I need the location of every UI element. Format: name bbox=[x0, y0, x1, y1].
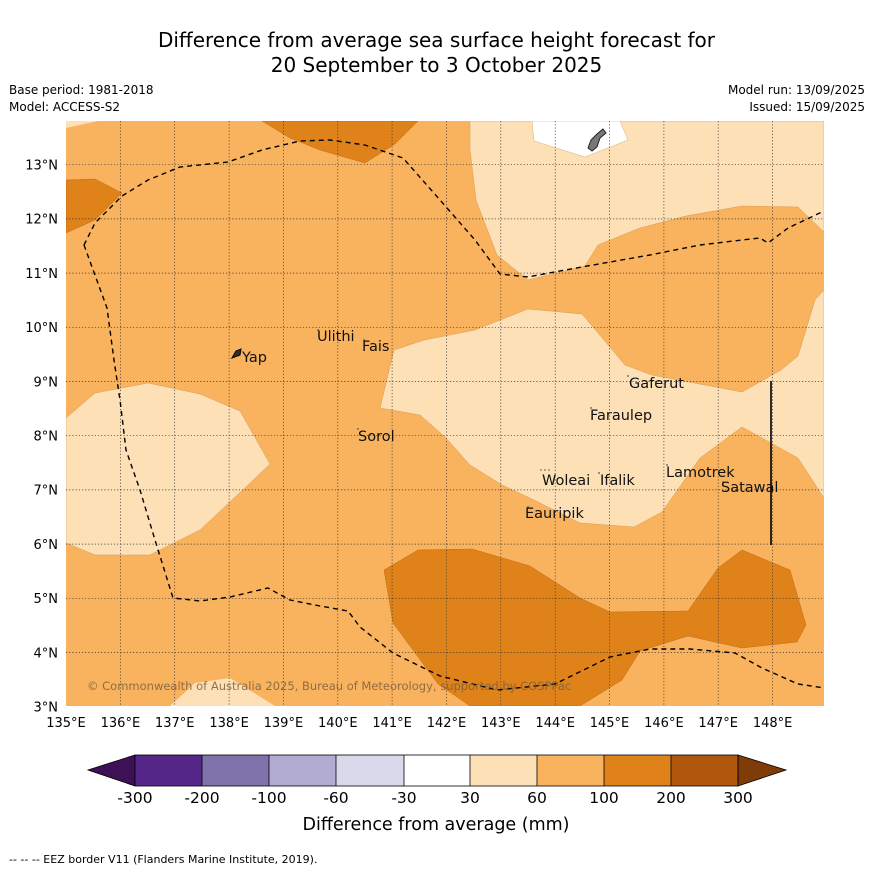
lon-labels: 135°E 136°E 137°E 138°E 139°E 140°E 141°… bbox=[46, 716, 792, 731]
lat-label: 6°N bbox=[34, 538, 59, 553]
colorbar-tick: 100 bbox=[589, 789, 619, 807]
lat-label: 7°N bbox=[34, 484, 59, 499]
atoll-markers bbox=[317, 329, 724, 508]
lon-label: 139°E bbox=[264, 716, 304, 731]
guam-island bbox=[587, 128, 607, 152]
lon-label: 145°E bbox=[590, 716, 630, 731]
lon-label: 135°E bbox=[46, 716, 86, 731]
base-period-text: Base period: 1981-2018 bbox=[9, 83, 154, 97]
lon-label: 137°E bbox=[155, 716, 195, 731]
colorbar-extend-high bbox=[737, 754, 788, 787]
eez-border-south bbox=[83, 244, 824, 691]
label-ifalik: Ifalik bbox=[600, 473, 635, 489]
model-text: Model: ACCESS-S2 bbox=[9, 100, 121, 114]
colorbar-tick: -100 bbox=[251, 789, 286, 807]
label-faraulep: Faraulep bbox=[590, 408, 652, 424]
colorbar-tick: 200 bbox=[656, 789, 686, 807]
colorbar-segment bbox=[404, 755, 470, 786]
lon-label: 146°E bbox=[644, 716, 684, 731]
lat-label: 10°N bbox=[25, 321, 58, 336]
colorbar-tick: -200 bbox=[184, 789, 219, 807]
label-ulithi: Ulithi bbox=[317, 329, 355, 345]
contour-30-60-northeast bbox=[469, 121, 824, 281]
lon-label: 148°E bbox=[753, 716, 793, 731]
map-title: Difference from average sea surface heig… bbox=[0, 28, 873, 78]
colorbar-tick: 30 bbox=[460, 789, 480, 807]
contour-30-60-west bbox=[66, 382, 271, 556]
colorbar-segment bbox=[537, 755, 604, 786]
issued-text: Issued: 15/09/2025 bbox=[749, 100, 865, 114]
lon-label: 136°E bbox=[101, 716, 141, 731]
lat-label: 5°N bbox=[34, 592, 59, 607]
lon-label: 138°E bbox=[209, 716, 249, 731]
colorbar-label: Difference from average (mm) bbox=[302, 815, 569, 835]
colorbar-tick: -300 bbox=[117, 789, 152, 807]
lat-label: 3°N bbox=[34, 701, 59, 716]
colorbar-tick: 300 bbox=[723, 789, 753, 807]
colorbar-tick: 60 bbox=[527, 789, 547, 807]
copyright-text: © Commonwealth of Australia 2025, Bureau… bbox=[87, 679, 571, 693]
lon-label: 141°E bbox=[372, 716, 412, 731]
contour-30-60-central bbox=[379, 289, 824, 528]
forecast-map: Yap Ulithi Fais Gaferut Faraulep Sorol W… bbox=[66, 121, 824, 706]
label-eauripik: Eauripik bbox=[525, 506, 584, 522]
colorbar-tick: -60 bbox=[323, 789, 348, 807]
label-yap: Yap bbox=[241, 350, 267, 366]
lat-label: 13°N bbox=[25, 159, 58, 174]
lat-label: 12°N bbox=[25, 213, 58, 228]
colorbar-segment bbox=[671, 755, 738, 786]
label-fais: Fais bbox=[362, 339, 389, 355]
label-satawal: Satawal bbox=[721, 480, 778, 496]
place-labels: Yap Ulithi Fais Gaferut Faraulep Sorol W… bbox=[241, 329, 778, 522]
label-lamotrek: Lamotrek bbox=[666, 465, 735, 481]
label-woleai: Woleai bbox=[542, 473, 590, 489]
lon-label: 142°E bbox=[427, 716, 467, 731]
lat-label: 8°N bbox=[34, 430, 59, 445]
lat-label: 9°N bbox=[34, 375, 59, 390]
lat-label: 4°N bbox=[34, 646, 59, 661]
title-line-1: Difference from average sea surface heig… bbox=[157, 28, 716, 52]
eez-footnote: -- -- -- EEZ border V11 (Flanders Marine… bbox=[9, 853, 318, 866]
colorbar-tick: -30 bbox=[391, 789, 416, 807]
lat-label: 11°N bbox=[25, 267, 58, 282]
contour-100-200-south bbox=[383, 548, 807, 706]
colorbar-segment bbox=[269, 755, 336, 786]
lon-label: 144°E bbox=[535, 716, 575, 731]
contour-100-200-westedge bbox=[66, 178, 123, 234]
label-gaferut: Gaferut bbox=[629, 376, 684, 392]
contour-30-60-south bbox=[170, 678, 275, 706]
title-line-2: 20 September to 3 October 2025 bbox=[270, 53, 603, 77]
colorbar-segment bbox=[135, 755, 202, 786]
label-sorol: Sorol bbox=[358, 429, 395, 445]
colorbar-segment bbox=[470, 755, 537, 786]
meta-right: Model run: 13/09/2025 Issued: 15/09/2025 bbox=[728, 82, 865, 116]
colorbar-segment bbox=[604, 755, 671, 786]
contour-30-60-topleft bbox=[66, 121, 98, 128]
model-run-text: Model run: 13/09/2025 bbox=[727, 83, 865, 97]
lon-label: 143°E bbox=[481, 716, 521, 731]
lon-label: 147°E bbox=[698, 716, 738, 731]
meta-left: Base period: 1981-2018 Model: ACCESS-S2 bbox=[9, 82, 154, 116]
colorbar: -300 -200 -100 -60 -30 30 60 100 200 300… bbox=[86, 754, 788, 835]
lon-label: 140°E bbox=[318, 716, 358, 731]
lat-labels: 13°N 12°N 11°N 10°N 9°N 8°N 7°N 6°N 5°N … bbox=[25, 159, 58, 716]
eez-border bbox=[83, 139, 824, 278]
yap-island bbox=[230, 348, 242, 359]
colorbar-extend-low bbox=[86, 754, 136, 787]
colorbar-segment bbox=[202, 755, 269, 786]
colorbar-outline bbox=[134, 754, 739, 787]
colorbar-segment bbox=[336, 755, 404, 786]
